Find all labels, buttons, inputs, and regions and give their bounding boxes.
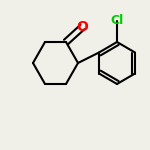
Text: O: O [76,20,88,34]
Text: Cl: Cl [110,15,124,27]
